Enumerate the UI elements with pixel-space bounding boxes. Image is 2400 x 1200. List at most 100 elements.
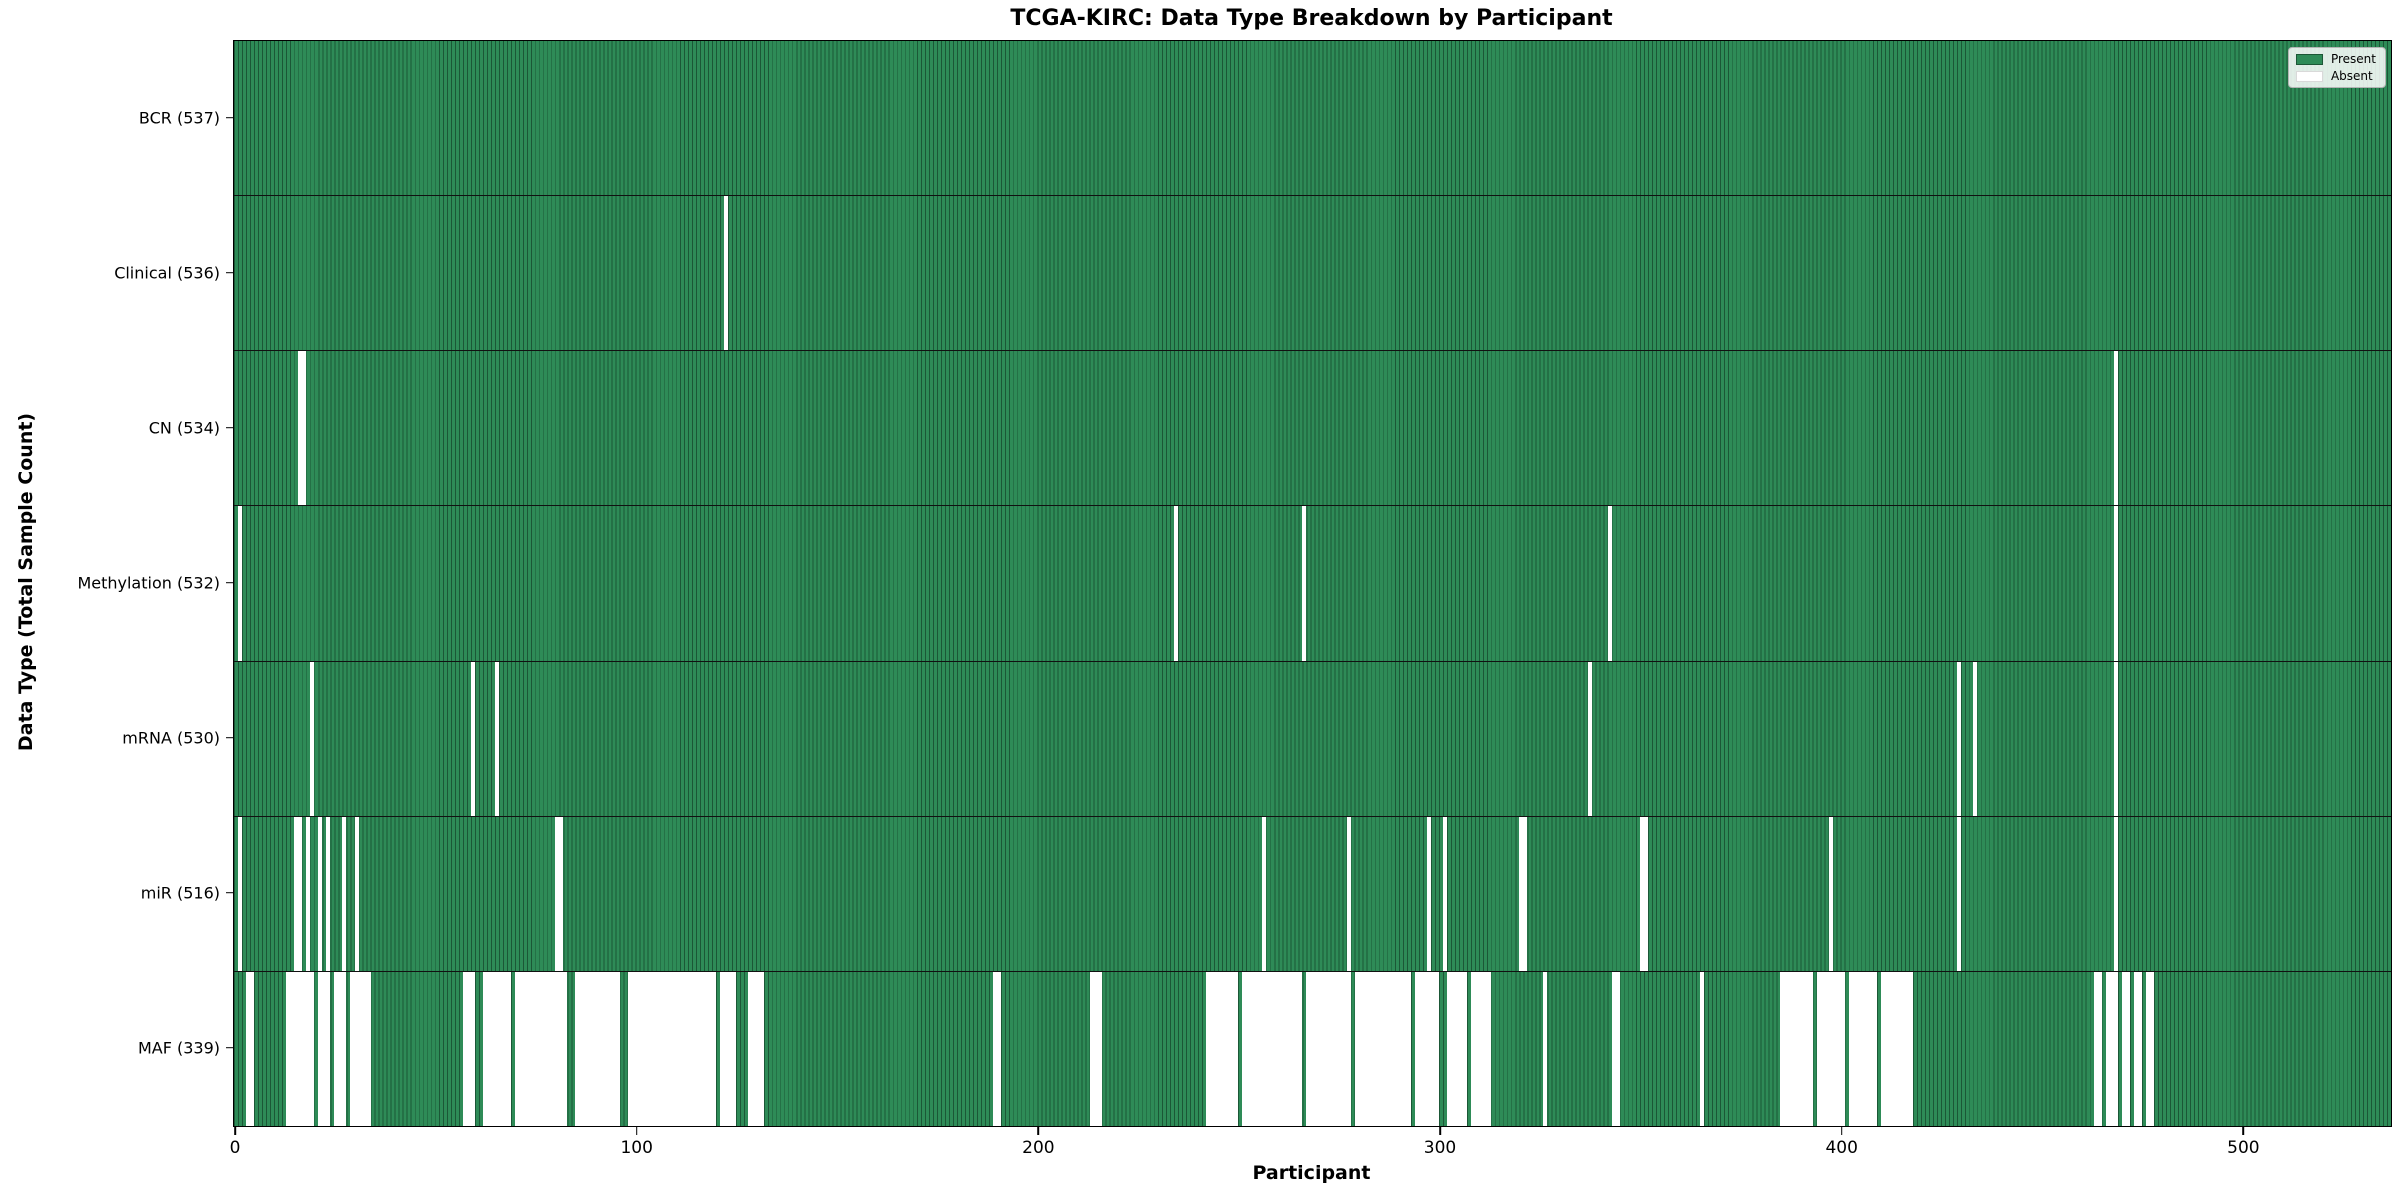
x-tick-mark (1439, 1126, 1441, 1135)
present-swatch-icon (2295, 53, 2323, 65)
absent-gap (2133, 971, 2142, 1126)
absent-gap (627, 971, 716, 1126)
heatmap-row-Methylation (234, 505, 2391, 661)
absent-gap (1639, 816, 1648, 971)
heatmap-row-mRNA (234, 660, 2391, 816)
absent-gap (575, 971, 620, 1126)
heatmap-row-Clinical (234, 195, 2391, 351)
absent-gap (2113, 506, 2118, 661)
y-tick-label-MAF: MAF (339) (137, 1038, 220, 1057)
x-tick-mark (2242, 1126, 2245, 1135)
x-tick-label-400: 400 (1825, 1138, 1858, 1158)
absent-gap (326, 816, 331, 971)
absent-gap (1302, 506, 1307, 661)
absent-gap (1828, 816, 1833, 971)
absent-gap (1957, 816, 1962, 971)
absent-gap (1519, 816, 1528, 971)
absent-gap (2113, 351, 2118, 506)
absent-gap (1611, 971, 1620, 1126)
x-tick-mark (234, 1126, 236, 1135)
absent-gap (342, 816, 347, 971)
absent-gap (2093, 971, 2102, 1126)
absent-gap (1426, 816, 1431, 971)
absent-gap (318, 816, 323, 971)
y-tick-label-Methylation: Methylation (532) (77, 573, 220, 592)
absent-gap (1587, 661, 1592, 816)
absent-gap (1780, 971, 1813, 1126)
y-tick-label-mRNA: mRNA (530) (122, 728, 220, 747)
absent-gap (1414, 971, 1440, 1126)
absent-gap (993, 971, 1002, 1126)
legend: Present Absent (2287, 47, 2386, 88)
y-tick-mark (226, 271, 233, 274)
x-tick-label-100: 100 (620, 1138, 653, 1158)
x-tick-label-0: 0 (229, 1138, 241, 1158)
plot-area (233, 40, 2392, 1127)
absent-gap (1973, 661, 1978, 816)
y-tick-label-CN: CN (534) (148, 418, 220, 437)
heatmap-row-BCR (234, 41, 2391, 196)
y-tick-mark (226, 581, 233, 584)
x-tick-label-200: 200 (1022, 1138, 1055, 1158)
heatmap-row-miR (234, 815, 2391, 971)
absent-gap (298, 351, 307, 506)
x-tick-mark (1840, 1126, 1843, 1135)
absent-gap (748, 971, 765, 1126)
absent-gap (2145, 971, 2154, 1126)
y-tick-mark (226, 891, 233, 894)
absent-gap (334, 971, 347, 1126)
absent-gap (2113, 816, 2118, 971)
absent-gap (350, 971, 371, 1126)
absent-gap (306, 816, 311, 971)
y-tick-mark (226, 736, 233, 739)
legend-item-present: Present (2295, 52, 2376, 66)
heatmap-row-MAF (234, 970, 2391, 1126)
absent-gap (1242, 971, 1303, 1126)
y-tick-mark (226, 1046, 233, 1049)
absent-gap (1607, 506, 1612, 661)
y-tick-label-miR: miR (516) (140, 883, 220, 902)
chart-title: TCGA-KIRC: Data Type Breakdown by Partic… (1010, 6, 1613, 31)
absent-swatch-icon (2295, 70, 2323, 82)
absent-gap (354, 816, 359, 971)
x-tick-label-500: 500 (2227, 1138, 2260, 1158)
absent-gap (2121, 971, 2130, 1126)
y-tick-mark (226, 116, 233, 119)
absent-gap (2105, 971, 2118, 1126)
absent-gap (555, 816, 564, 971)
absent-gap (1443, 816, 1448, 971)
y-tick-mark (226, 426, 233, 429)
absent-gap (724, 196, 729, 351)
legend-present-label: Present (2330, 52, 2376, 66)
x-tick-label-300: 300 (1423, 1138, 1457, 1158)
absent-gap (1700, 971, 1705, 1126)
absent-gap (238, 816, 243, 971)
y-tick-label-Clinical: Clinical (536) (114, 263, 220, 282)
absent-gap (1543, 971, 1548, 1126)
absent-gap (286, 971, 315, 1126)
x-tick-mark (1037, 1126, 1040, 1135)
absent-gap (1447, 971, 1468, 1126)
absent-gap (1816, 971, 1845, 1126)
absent-gap (1206, 971, 1239, 1126)
legend-absent-label: Absent (2330, 69, 2373, 83)
absent-gap (1262, 816, 1267, 971)
y-tick-label-BCR: BCR (537) (138, 108, 220, 127)
absent-gap (495, 661, 500, 816)
absent-gap (310, 661, 315, 816)
absent-gap (1957, 661, 1962, 816)
legend-item-absent: Absent (2295, 69, 2376, 83)
absent-gap (1089, 971, 1102, 1126)
absent-gap (1354, 971, 1411, 1126)
absent-gap (470, 661, 475, 816)
absent-gap (720, 971, 737, 1126)
absent-gap (1880, 971, 1913, 1126)
absent-gap (483, 971, 512, 1126)
absent-gap (318, 971, 331, 1126)
absent-gap (515, 971, 568, 1126)
absent-gap (1346, 816, 1351, 971)
absent-gap (2113, 661, 2118, 816)
absent-gap (1471, 971, 1492, 1126)
absent-gap (246, 971, 255, 1126)
